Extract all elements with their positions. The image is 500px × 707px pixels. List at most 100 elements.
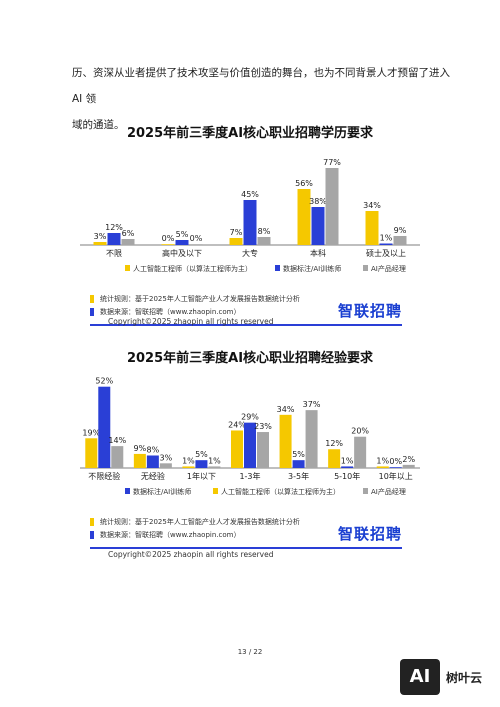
legend-label: 人工智能工程师（以算法工程师为主）: [221, 487, 340, 496]
bar-1-3: [229, 238, 243, 245]
zhaopin-logo: 智联招聘: [337, 525, 402, 543]
data-label: 5%: [176, 230, 189, 239]
note-accent-blue: [90, 531, 94, 539]
category-label: 不限经验: [88, 471, 120, 481]
blue-rule-1: [90, 324, 402, 326]
bar-1-6: [328, 449, 341, 468]
data-label: 12%: [105, 223, 123, 232]
category-label: 大专: [242, 248, 258, 258]
legend-swatch: [213, 488, 218, 494]
note-accent-blue: [90, 308, 94, 316]
legend-swatch: [125, 265, 130, 271]
intro-line-1: 历、资深从业者提供了技术攻坚与价值创造的舞台，也为不同背景人才预留了进入 AI …: [72, 67, 450, 105]
category-label: 1-3年: [239, 471, 260, 481]
chart-title-experience: 2025年前三季度AI核心职业招聘经验要求: [126, 351, 374, 366]
bar-3-3: [257, 237, 271, 245]
source-note-1: 统计规则：基于2025年人工智能产业人才发展报告数据统计分析 数据来源：智联招聘…: [90, 292, 402, 322]
data-label: 45%: [241, 190, 259, 199]
data-label: 12%: [325, 439, 343, 448]
intro-paragraph: 历、资深从业者提供了技术攻坚与价值创造的舞台，也为不同背景人才预留了进入 AI …: [72, 60, 452, 138]
category-label: 3-5年: [288, 471, 309, 481]
bar-2-4: [311, 207, 325, 245]
data-label: 1%: [182, 456, 195, 465]
bar-2-2: [146, 455, 159, 468]
bar-1-2: [161, 244, 175, 245]
category-label: 不限: [106, 249, 122, 258]
category-label: 10年以上: [379, 471, 413, 481]
legend-swatch: [275, 265, 280, 271]
category-label: 高中及以下: [162, 248, 202, 258]
bar-3-4: [325, 168, 339, 245]
chart-title-education: 2025年前三季度AI核心职业招聘学历要求: [126, 126, 374, 141]
copyright-2: Copyright©2025 zhaopin all rights reserv…: [108, 550, 274, 559]
data-label: 1%: [376, 456, 389, 465]
category-label: 硕士及以上: [366, 248, 406, 258]
data-label: 56%: [295, 179, 313, 188]
data-label: 1%: [208, 456, 221, 465]
data-label: 20%: [351, 427, 369, 436]
data-label: 19%: [82, 428, 100, 437]
bar-3-2: [189, 244, 203, 245]
bar-3-6: [354, 436, 367, 468]
ai-logo-mark: AI: [400, 659, 440, 695]
note-accent-yellow: [90, 295, 94, 303]
data-label: 23%: [254, 422, 272, 431]
data-label: 77%: [323, 158, 341, 167]
data-label: 3%: [160, 453, 173, 462]
legend-label: AI产品经理: [371, 487, 406, 496]
category-label: 本科: [310, 248, 326, 258]
data-label: 8%: [258, 227, 271, 236]
data-label: 14%: [108, 436, 126, 445]
data-label: 0%: [162, 234, 175, 243]
bar-2-2: [175, 240, 189, 245]
data-label: 37%: [303, 400, 321, 409]
bar-1-1: [93, 242, 107, 245]
data-label: 1%: [380, 234, 393, 243]
stats-rule-text: 统计规则：基于2025年人工智能产业人才发展报告数据统计分析: [100, 518, 300, 526]
data-label: 24%: [228, 420, 246, 429]
bar-2-5: [292, 460, 305, 468]
legend-swatch: [125, 488, 130, 494]
data-label: 29%: [241, 413, 259, 422]
data-label: 0%: [190, 234, 203, 243]
legend-label: 数据标注/AI训练师: [283, 264, 341, 273]
data-label: 5%: [195, 450, 208, 459]
bar-1-2: [133, 453, 146, 468]
data-label: 34%: [277, 405, 295, 414]
copyright-1: Copyright©2025 zhaopin all rights reserv…: [108, 317, 274, 326]
bar-1-4: [297, 189, 311, 245]
bar-2-6: [341, 466, 354, 468]
source-text: 数据来源：智联招聘（www.zhaopin.com）: [100, 531, 241, 539]
bar-3-1: [121, 239, 135, 245]
data-label: 38%: [309, 197, 327, 206]
bar-1-5: [279, 414, 292, 468]
blue-rule-2: [90, 547, 402, 549]
data-label: 2%: [402, 455, 415, 464]
category-label: 5-10年: [334, 471, 360, 481]
bar-3-3: [208, 466, 221, 468]
data-label: 1%: [341, 456, 354, 465]
bar-3-1: [111, 446, 124, 468]
bar-1-5: [365, 211, 379, 245]
bar-1-3: [182, 466, 195, 468]
legend-label: 数据标注/AI训练师: [133, 487, 191, 496]
legend-swatch: [363, 488, 368, 494]
data-label: 5%: [292, 450, 305, 459]
legend-swatch: [363, 265, 368, 271]
data-label: 0%: [389, 457, 402, 466]
logo-name: 树叶云: [446, 671, 483, 685]
bar-2-3: [195, 460, 208, 468]
bar-3-5: [393, 236, 407, 245]
bar-2-1: [98, 386, 111, 468]
bar-3-4: [257, 432, 269, 468]
shuyeyun-logo: AI 树叶云: [400, 659, 490, 697]
bar-2-3: [243, 200, 257, 245]
bar-3-2: [159, 463, 172, 468]
category-label: 1年以下: [187, 471, 216, 481]
data-label: 3%: [94, 232, 107, 241]
data-label: 6%: [122, 229, 135, 238]
bar-2-7: [389, 467, 402, 468]
stats-rule-text: 统计规则：基于2025年人工智能产业人才发展报告数据统计分析: [100, 295, 300, 303]
bar-2-4: [244, 422, 256, 468]
